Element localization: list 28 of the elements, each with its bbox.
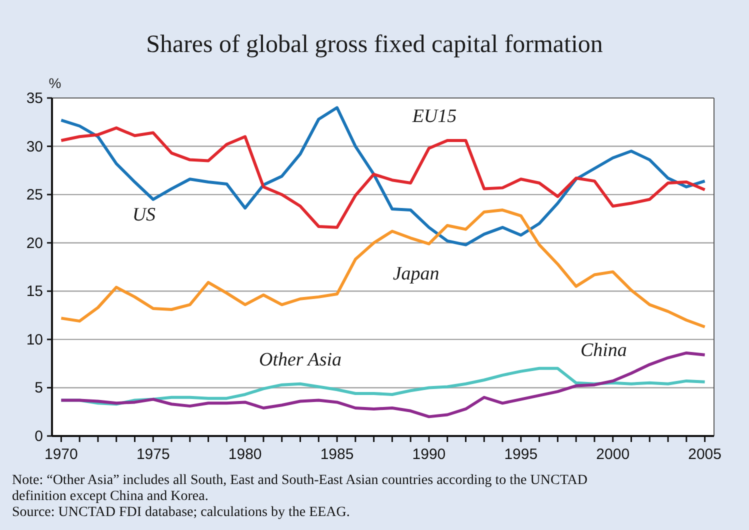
series-label: Other Asia xyxy=(258,350,342,371)
series-label: US xyxy=(132,204,156,226)
x-tick-label: 1985 xyxy=(320,446,354,463)
y-tick-label: 0 xyxy=(34,428,43,445)
x-tick-label: 2005 xyxy=(688,446,722,463)
y-tick-label: 15 xyxy=(26,283,43,300)
y-tick-label: 30 xyxy=(26,138,43,156)
x-tick-label: 1970 xyxy=(44,446,78,463)
y-axis-title: % xyxy=(48,75,62,91)
x-tick-label: 1980 xyxy=(228,446,262,463)
x-tick-label: 1975 xyxy=(136,446,170,463)
y-tick-label: 10 xyxy=(26,331,43,348)
source-note: Source: UNCTAD FDI database; calculations by the EEAG. xyxy=(12,505,350,520)
y-tick-label: 35 xyxy=(26,90,43,107)
series-label: Japan xyxy=(392,264,440,285)
line-series xyxy=(60,106,706,246)
y-tick-label: 5 xyxy=(34,380,43,397)
series-label: EU15 xyxy=(411,106,457,128)
y-tick-label: 20 xyxy=(26,234,43,252)
x-tick-label: 2000 xyxy=(596,446,630,463)
x-tick-label: 1990 xyxy=(412,446,446,463)
series-label: China xyxy=(580,340,627,361)
y-tick-label: 25 xyxy=(26,186,43,204)
text: Note: “Other Asia” includes all South, East and South-East Asian countries according to the UNCTAD definition except China and Korea. xyxy=(12,473,588,504)
line-series xyxy=(60,208,706,328)
chart-title: Shares of global gross fixed capital formation xyxy=(146,31,604,58)
line-series xyxy=(60,126,706,229)
x-tick-label: 1995 xyxy=(504,446,538,463)
